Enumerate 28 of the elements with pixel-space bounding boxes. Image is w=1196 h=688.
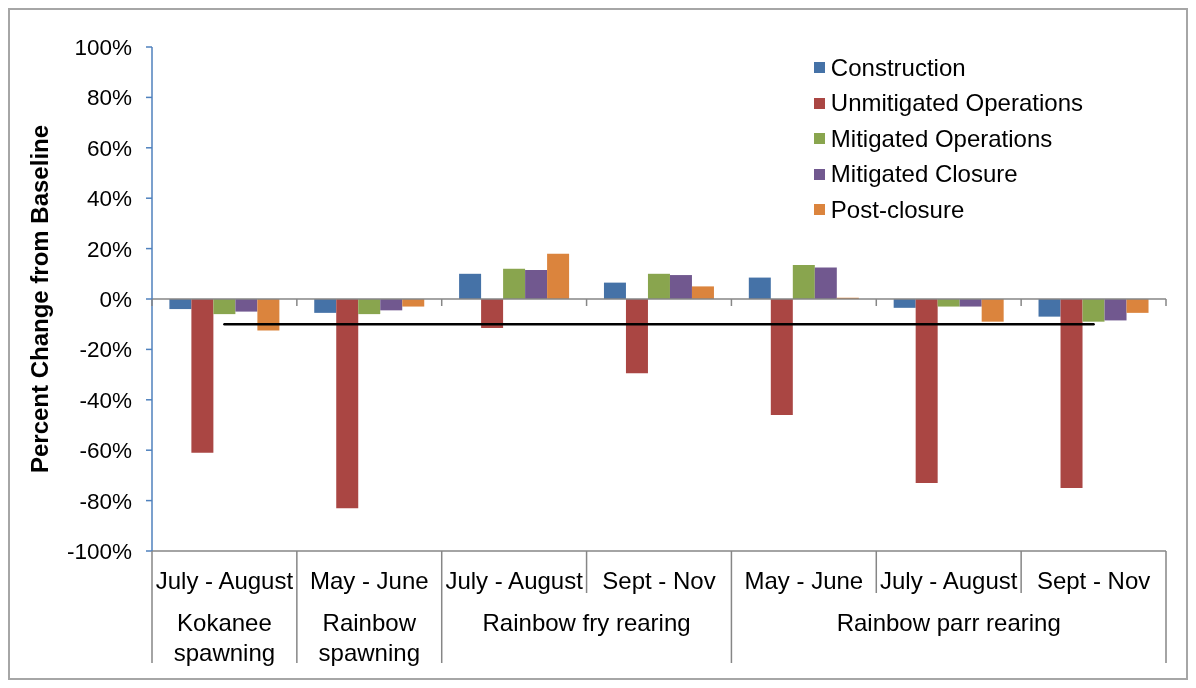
y-tick-label: 80% <box>86 85 132 111</box>
legend-label: Post-closure <box>830 195 965 224</box>
x-tick-label: May - June <box>309 566 429 594</box>
x-tick-label: July - August <box>155 566 294 594</box>
y-tick-label: -80% <box>79 488 132 514</box>
y-tick-label: -100% <box>66 538 132 564</box>
x-tick-label: Sept - Nov <box>1036 566 1151 594</box>
text: Rainbow fry rearing <box>482 608 691 636</box>
x-tick-label: July - August <box>880 566 1018 594</box>
y-tick-label: 100% <box>74 34 132 60</box>
x-tick-label: May - June <box>744 566 864 594</box>
y-tick-label: 40% <box>86 186 132 212</box>
legend-label: Mitigated Closure <box>830 160 1018 189</box>
x-tick-label: Sept - Nov <box>602 566 716 594</box>
legend-label: Mitigated Operations <box>830 124 1053 153</box>
text: Kokanee spawning <box>173 608 276 666</box>
y-tick-label: 60% <box>86 135 132 161</box>
y-tick-label: 0% <box>99 286 132 312</box>
text: Rainbow spawning <box>318 608 420 666</box>
y-axis-title: Percent Change from Baseline <box>25 124 53 474</box>
y-tick-label: 20% <box>86 236 132 262</box>
y-tick-label: -60% <box>79 438 132 464</box>
y-tick-label: -40% <box>79 387 132 413</box>
legend-label: Unmitigated Operations <box>830 89 1083 118</box>
legend-label: Construction <box>830 53 966 82</box>
x-tick-label: July - August <box>445 566 584 594</box>
y-tick-label: -20% <box>79 337 132 363</box>
text: Rainbow parr rearing <box>836 608 1061 636</box>
